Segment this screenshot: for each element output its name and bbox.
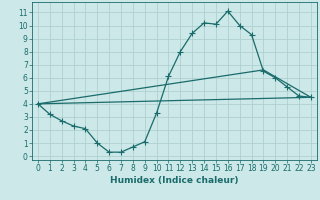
X-axis label: Humidex (Indice chaleur): Humidex (Indice chaleur) [110, 176, 239, 185]
